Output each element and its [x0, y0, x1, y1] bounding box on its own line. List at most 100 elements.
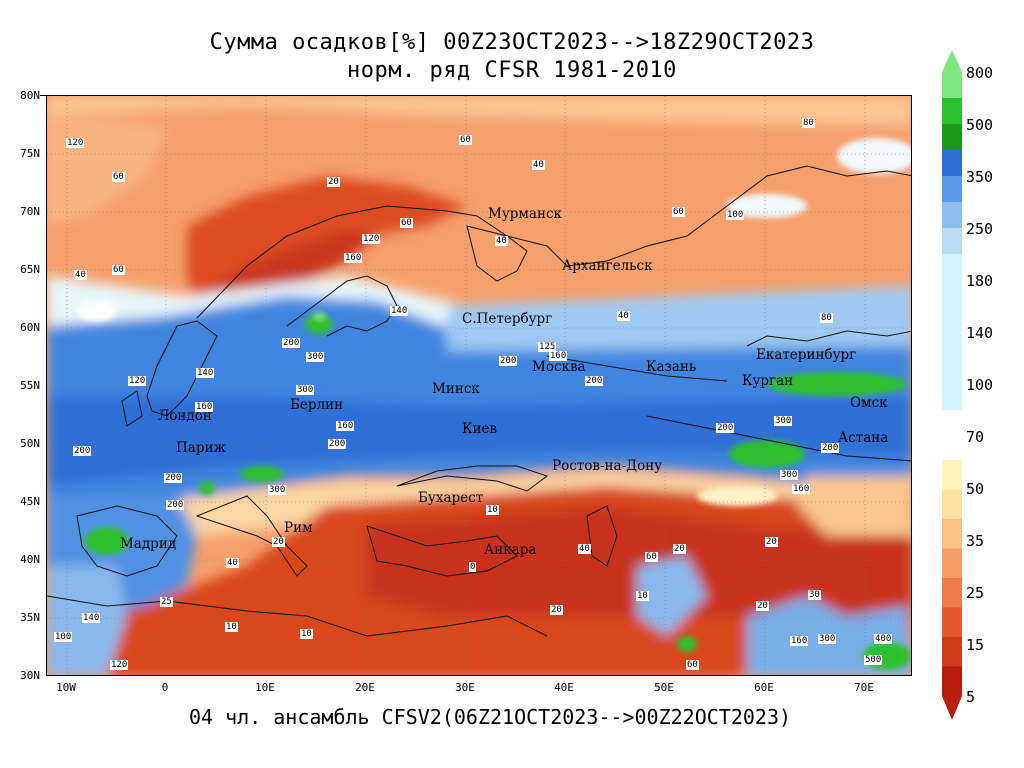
contour-label: 80 [802, 118, 815, 128]
city-label: Киев [462, 421, 498, 437]
contour-label: 125 [538, 342, 557, 352]
colorbar-segment [942, 98, 962, 124]
lon-label: 50E [654, 681, 674, 694]
contour-label: 0 [469, 562, 477, 572]
contour-label: 20 [327, 177, 340, 187]
contour-label: 300 [780, 470, 799, 480]
contour-label: 300 [818, 634, 837, 644]
colorbar-label: 15 [966, 636, 985, 654]
contour-label: 30 [808, 590, 821, 600]
lat-label: 35N [20, 611, 40, 624]
lon-label: 10E [255, 681, 275, 694]
contour-label: 40 [495, 236, 508, 246]
lon-label: 40E [554, 681, 574, 694]
colorbar-label: 800 [966, 64, 994, 82]
contour-label: 120 [128, 376, 147, 386]
city-label: Москва [532, 359, 586, 375]
lon-label: 70E [854, 681, 874, 694]
colorbar-label: 100 [966, 376, 994, 394]
contour-label: 60 [400, 218, 413, 228]
colorbar-top-arrow [942, 50, 962, 72]
contour-label: 40 [74, 270, 87, 280]
colorbar-label: 5 [966, 688, 976, 706]
contour-label: 200 [164, 473, 183, 483]
contour-label: 160 [790, 636, 809, 646]
colorbar [940, 50, 964, 730]
contour-label: 300 [306, 352, 325, 362]
colorbar-segment [942, 519, 962, 549]
contour-label: 200 [821, 443, 840, 453]
colorbar-segment [942, 637, 962, 667]
contour-label: 40 [578, 544, 591, 554]
colorbar-label: 25 [966, 584, 985, 602]
contour-label: 60 [459, 135, 472, 145]
contour-label: 10 [225, 622, 238, 632]
contour-label: 10 [300, 629, 313, 639]
lat-label: 70N [20, 205, 40, 218]
contour-label: 20 [756, 601, 769, 611]
city-label: Берлин [290, 397, 344, 413]
lat-label: 40N [20, 553, 40, 566]
colorbar-label: 140 [966, 324, 994, 342]
colorbar-segment [942, 228, 962, 254]
colorbar-segment [942, 578, 962, 608]
lat-label: 50N [20, 437, 40, 450]
contour-label: 60 [645, 552, 658, 562]
colorbar-segment [942, 489, 962, 520]
contour-label: 80 [820, 313, 833, 323]
city-label: Анкара [484, 542, 537, 558]
colorbar-label: 500 [966, 116, 994, 134]
lon-label: 30E [455, 681, 475, 694]
lat-label: 30N [20, 669, 40, 682]
lat-label: 55N [20, 379, 40, 392]
colorbar-segment [942, 176, 962, 202]
city-label: Казань [646, 359, 697, 375]
contour-label: 20 [272, 537, 285, 547]
city-label: Омск [850, 395, 888, 411]
contour-label: 20 [673, 544, 686, 554]
contour-label: 300 [296, 385, 315, 395]
city-label: Рим [284, 520, 313, 536]
lat-label: 45N [20, 495, 40, 508]
contour-label: 300 [268, 485, 287, 495]
colorbar-label: 180 [966, 272, 994, 290]
contour-label: 200 [73, 446, 92, 456]
colorbar-label: 250 [966, 220, 994, 238]
colorbar-segment [942, 460, 962, 490]
contour-label: 140 [82, 613, 101, 623]
city-label: С.Петербург [462, 311, 553, 327]
city-label: Лондон [158, 408, 212, 424]
city-label: Мадрид [120, 536, 177, 552]
colorbar-segment [942, 666, 962, 697]
contour-label: 100 [726, 210, 745, 220]
contour-label: 10 [486, 505, 499, 515]
city-label: Минск [432, 381, 480, 397]
colorbar-segment [942, 254, 962, 410]
contour-label: 40 [617, 311, 630, 321]
contour-label: 60 [112, 265, 125, 275]
ensemble-footer: 04 чл. ансамбль CFSV2(06Z21OCT2023-->00Z… [188, 705, 792, 729]
contour-label: 140 [390, 306, 409, 316]
contour-label: 120 [66, 138, 85, 148]
contour-label: 120 [362, 234, 381, 244]
lat-label: 75N [20, 147, 40, 160]
lon-label: 20E [355, 681, 375, 694]
contour-label: 200 [499, 356, 518, 366]
city-label: Бухарест [418, 490, 484, 506]
precipitation-map [46, 95, 912, 676]
lat-label: 80N [20, 89, 40, 102]
contour-label: 40 [532, 160, 545, 170]
city-label: Астана [838, 430, 889, 446]
contour-label: 200 [166, 500, 185, 510]
colorbar-segment [942, 548, 962, 579]
contour-label: 140 [196, 368, 215, 378]
city-label: Мурманск [488, 206, 562, 222]
colorbar-label: 50 [966, 480, 985, 498]
contour-label: 60 [112, 172, 125, 182]
contour-label: 300 [774, 416, 793, 426]
lat-label: 65N [20, 263, 40, 276]
contour-label: 25 [160, 597, 173, 607]
contour-label: 200 [585, 376, 604, 386]
city-label: Екатеринбург [756, 347, 857, 363]
contour-label: 200 [716, 423, 735, 433]
